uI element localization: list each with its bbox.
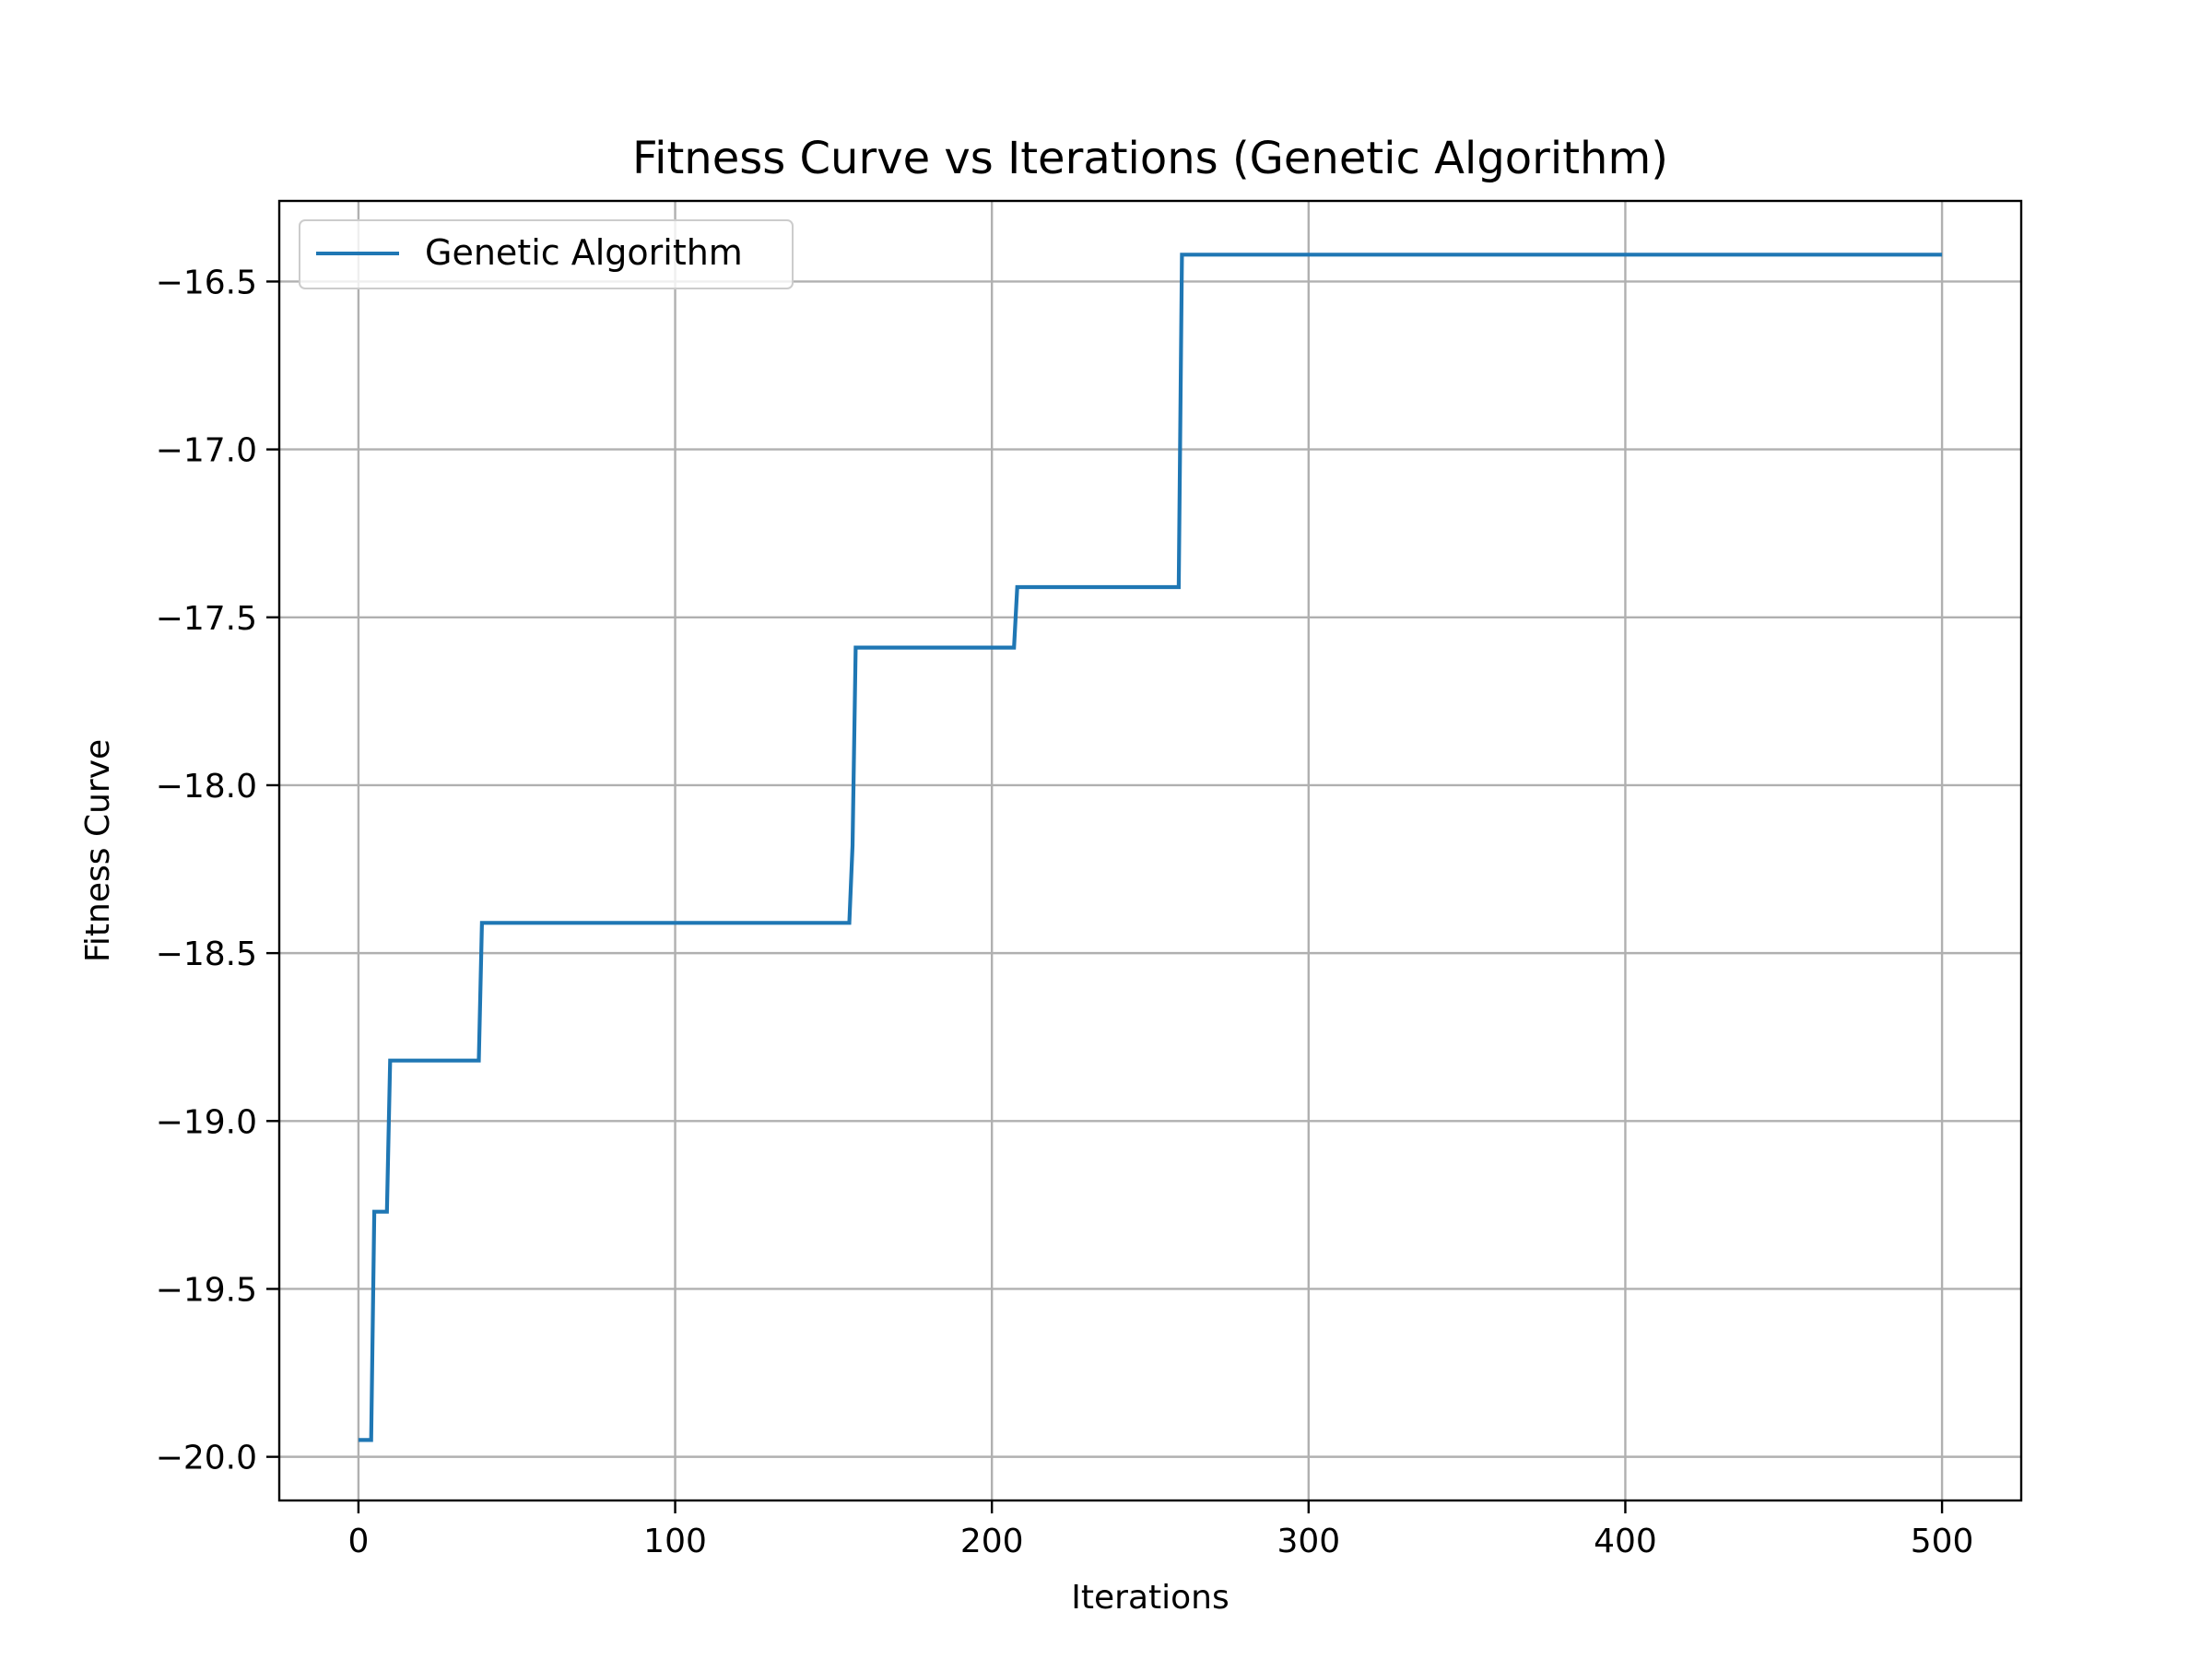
x-tick-label: 300 — [1277, 1523, 1340, 1560]
plot-frame — [277, 199, 2023, 1502]
series-line-genetic-algorithm — [358, 253, 1943, 1442]
x-tick-label: 500 — [1911, 1523, 1974, 1560]
x-axis-label: Iterations — [1071, 1579, 1229, 1617]
legend-label: Genetic Algorithm — [425, 232, 743, 273]
y-tick-label: −16.5 — [156, 264, 257, 301]
x-tick-label: 400 — [1594, 1523, 1657, 1560]
y-tick-label: −19.5 — [156, 1271, 257, 1309]
x-tick-label: 200 — [960, 1523, 1024, 1560]
x-tick-label: 100 — [643, 1523, 707, 1560]
y-axis: −20.0 −19.5 −19.0 −18.5 −18.0 −17.5 −17.0 −16.5 — [156, 264, 279, 1477]
chart-title: Fitness Curve vs Iterations (Genetic Alg… — [632, 133, 1668, 184]
y-tick-label: −18.5 — [156, 935, 257, 973]
legend-box — [299, 219, 794, 289]
y-tick-label: −20.0 — [156, 1440, 257, 1477]
y-tick-label: −17.5 — [156, 600, 257, 638]
y-tick-label: −19.0 — [156, 1103, 257, 1141]
x-tick-label: 0 — [347, 1523, 369, 1560]
y-tick-label: −18.0 — [156, 768, 257, 806]
grid — [279, 201, 2021, 1500]
series-layer — [358, 253, 1943, 1442]
y-axis-label: Fitness Curve — [79, 739, 117, 962]
legend: Genetic Algorithm — [299, 219, 794, 289]
y-tick-label: −17.0 — [156, 432, 257, 470]
x-axis: 0 100 200 300 400 500 — [347, 1500, 1973, 1560]
